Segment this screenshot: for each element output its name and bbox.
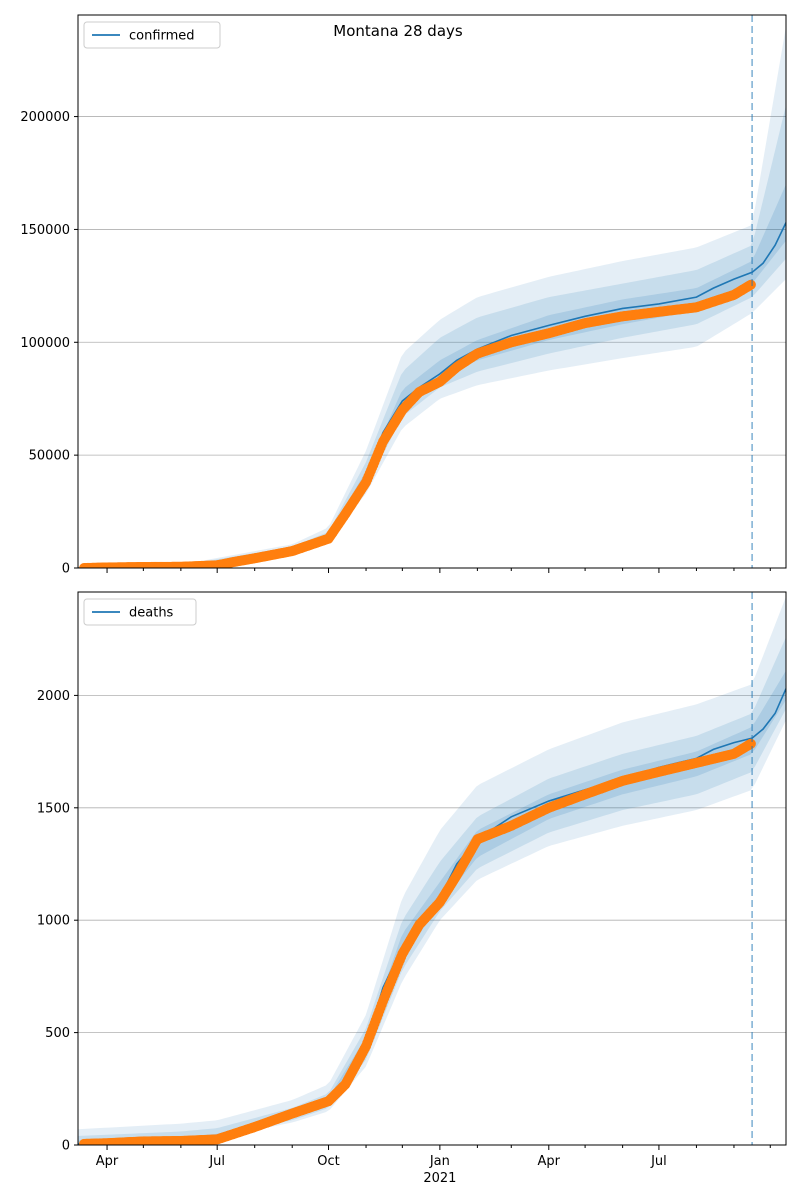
x-year-label: 2021: [423, 1171, 456, 1186]
legend-label: deaths: [129, 606, 174, 621]
legend: confirmed: [83, 21, 221, 49]
uncertainty-band: [78, 184, 786, 568]
y-tick-label: 0: [62, 562, 70, 577]
legend-box: [83, 21, 221, 49]
axes-frame: [77, 14, 787, 569]
y-tick-label: 1000: [37, 914, 70, 929]
y-tick-label: 150000: [20, 223, 70, 238]
plot-area: [78, 592, 786, 1145]
x-tick-label: Apr: [96, 1154, 119, 1169]
legend: deaths: [83, 598, 197, 626]
y-tick-label: 500: [45, 1026, 70, 1041]
x-tick-label: Jul: [650, 1154, 667, 1169]
y-tick-label: 50000: [29, 449, 70, 464]
observed-point: [745, 279, 756, 290]
y-tick-label: 100000: [20, 336, 70, 351]
y-tick-label: 1500: [37, 801, 70, 816]
uncertainty-band: [78, 26, 786, 568]
legend-label: confirmed: [129, 29, 195, 44]
uncertainty-band: [78, 636, 786, 1145]
plot-area: [78, 15, 786, 568]
figure-title: Montana 28 days: [333, 22, 463, 40]
x-tick-label: Jul: [208, 1154, 225, 1169]
uncertainty-band: [78, 596, 786, 1145]
y-tick-label: 200000: [20, 110, 70, 125]
axes-frame: [77, 591, 787, 1146]
x-tick-label: Oct: [317, 1154, 339, 1169]
confirmed-panel: 0 50000 100000 150000 200000 confirmed: [20, 14, 787, 577]
y-tick-label: 2000: [37, 689, 70, 704]
x-tick-label: Jan: [429, 1154, 450, 1169]
x-tick-label: Apr: [538, 1154, 561, 1169]
legend-box: [83, 598, 197, 626]
observed-point: [745, 738, 756, 749]
y-tick-label: 0: [62, 1139, 70, 1154]
deaths-panel: 0 500 1000 1500 2000 Apr Jul Oct Jan Apr Jul 2021 de…: [37, 591, 787, 1186]
